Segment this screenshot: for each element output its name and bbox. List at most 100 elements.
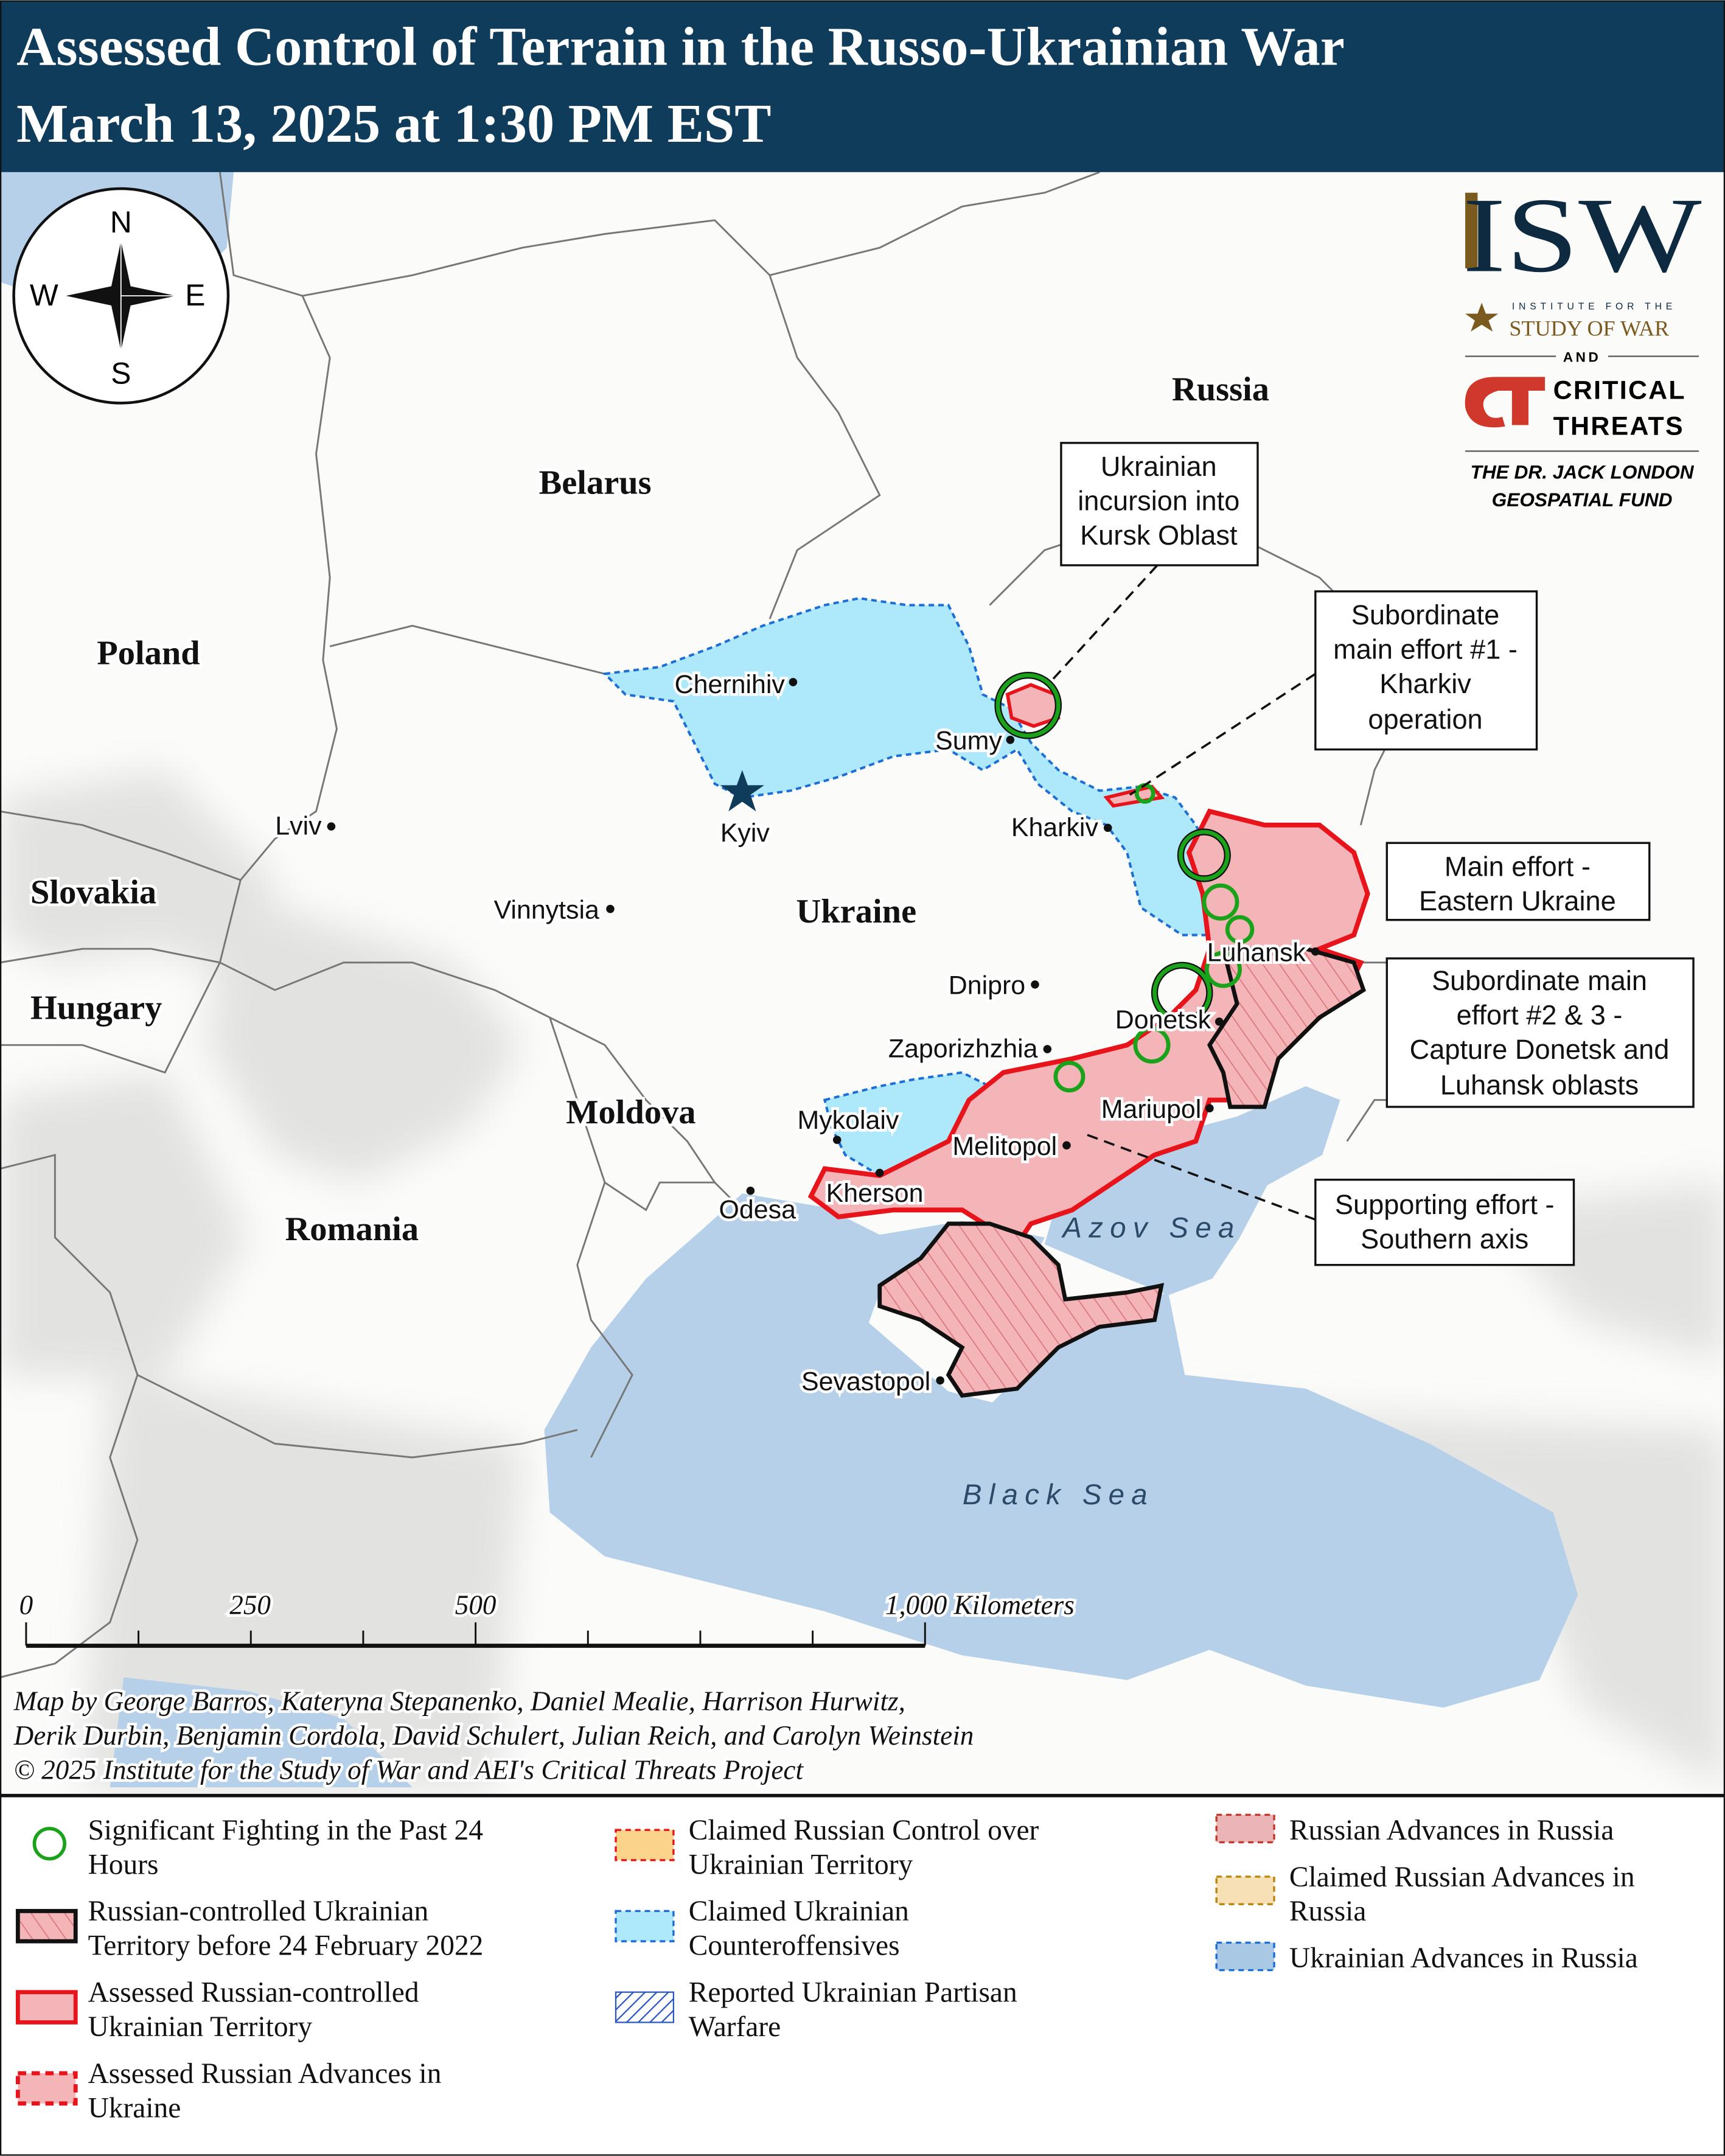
svg-text:incursion into: incursion into xyxy=(1078,486,1239,517)
svg-text:Reported Ukrainian Partisan: Reported Ukrainian Partisan xyxy=(689,1977,1017,2009)
svg-text:Ukraine: Ukraine xyxy=(88,2092,181,2124)
svg-text:operation: operation xyxy=(1368,704,1482,735)
svg-text:Subordinate main: Subordinate main xyxy=(1432,965,1647,996)
scale-label-500: 500 xyxy=(455,1589,497,1620)
svg-text:STUDY OF WAR: STUDY OF WAR xyxy=(1509,316,1670,341)
fighting-circle xyxy=(1053,1061,1086,1093)
city-label-vinnytsia: Vinnytsia xyxy=(494,895,599,924)
callout-kharkiv: Subordinate main effort #1 - Kharkiv ope… xyxy=(1314,590,1538,751)
significant-fighting-markers xyxy=(994,671,1255,1093)
svg-text:Territory before 24 February 2: Territory before 24 February 2022 xyxy=(88,1930,484,1962)
svg-text:INSTITUTE FOR THE: INSTITUTE FOR THE xyxy=(1512,302,1676,312)
sea-label-black: Black Sea xyxy=(963,1479,1154,1511)
svg-text:Assessed Russian Advances in: Assessed Russian Advances in xyxy=(88,2058,442,2090)
city-label-kherson: Kherson xyxy=(826,1179,924,1208)
svg-text:Eastern Ukraine: Eastern Ukraine xyxy=(1419,885,1616,916)
credit-line: Map by George Barros, Kateryna Stepanenk… xyxy=(13,1686,905,1717)
city-label-luhansk: Luhansk xyxy=(1207,938,1306,967)
svg-text:ISW: ISW xyxy=(1463,176,1702,295)
country-label-romania: Romania xyxy=(285,1210,419,1248)
svg-text:Russian-controlled Ukrainian: Russian-controlled Ukrainian xyxy=(88,1896,429,1927)
svg-text:Luhansk oblasts: Luhansk oblasts xyxy=(1440,1070,1639,1101)
country-label-poland: Poland xyxy=(97,635,200,672)
country-label-hungary: Hungary xyxy=(30,989,162,1027)
credit-line: Derik Durbin, Benjamin Cordola, David Sc… xyxy=(13,1720,974,1751)
legend-swatch-russian-advances-russia xyxy=(1215,1813,1275,1844)
callout-southern-axis: Supporting effort - Southern axis xyxy=(1314,1178,1575,1266)
city-label-melitopol: Melitopol xyxy=(952,1132,1057,1161)
svg-text:N: N xyxy=(110,205,132,239)
page-title: Assessed Control of Terrain in the Russo… xyxy=(16,16,1345,77)
city-label-sumy: Sumy xyxy=(935,727,1002,756)
crimea-occupied xyxy=(877,1221,1165,1398)
terrain-relief xyxy=(0,770,1725,1788)
city-label-mykolaiv: Mykolaiv xyxy=(797,1106,899,1135)
page-subtitle-date: March 13, 2025 at 1:30 PM EST xyxy=(16,92,771,154)
scale-bar xyxy=(25,1622,926,1648)
svg-text:W: W xyxy=(30,278,58,312)
black-sea xyxy=(544,1193,1578,1708)
svg-text:Claimed Ukrainian: Claimed Ukrainian xyxy=(689,1896,909,1927)
svg-text:Assessed Russian-controlled: Assessed Russian-controlled xyxy=(88,1977,419,2009)
svg-text:Ukrainian: Ukrainian xyxy=(1101,451,1217,482)
header: Assessed Control of Terrain in the Russo… xyxy=(0,0,1725,172)
svg-text:Supporting effort -: Supporting effort - xyxy=(1335,1189,1555,1220)
legend-swatch-russian-advances xyxy=(15,2071,78,2106)
city-label-lviv: Lviv xyxy=(275,812,322,841)
callout-donetsk-luhansk: Subordinate main effort #2 & 3 - Capture… xyxy=(1385,957,1695,1108)
svg-text:Hours: Hours xyxy=(88,1849,159,1880)
svg-text:Kursk Oblast: Kursk Oblast xyxy=(1080,520,1238,551)
sea-label-azov: Azov Sea xyxy=(1061,1212,1241,1244)
svg-text:THREATS: THREATS xyxy=(1553,411,1684,441)
svg-text:Capture Donetsk and: Capture Donetsk and xyxy=(1410,1034,1670,1065)
svg-text:Russia: Russia xyxy=(1289,1896,1366,1927)
azov-sea xyxy=(1044,1086,1340,1296)
fighting-circle xyxy=(1204,951,1242,988)
legend-swatch-ukrainian-advances-russia xyxy=(1215,1941,1275,1972)
svg-text:effort #2 & 3 -: effort #2 & 3 - xyxy=(1457,999,1623,1030)
svg-text:E: E xyxy=(185,278,205,312)
lower-water xyxy=(110,1677,413,1788)
scale-label-0: 0 xyxy=(19,1589,33,1620)
fighting-circle xyxy=(1133,1026,1171,1064)
kyiv-capital-star-icon xyxy=(720,770,764,812)
city-markers xyxy=(327,678,1320,1385)
legend-swatch-claimed-russian xyxy=(615,1829,675,1861)
legend-swatch-partisan xyxy=(615,1991,675,2023)
city-label-mariupol: Mariupol xyxy=(1101,1095,1202,1124)
svg-text:Southern axis: Southern axis xyxy=(1361,1224,1528,1255)
svg-text:Ukrainian Territory: Ukrainian Territory xyxy=(88,2011,313,2043)
svg-text:Warfare: Warfare xyxy=(689,2011,781,2043)
svg-text:Subordinate: Subordinate xyxy=(1351,599,1500,630)
svg-text:Kharkiv: Kharkiv xyxy=(1379,668,1471,699)
fighting-circle xyxy=(995,673,1061,738)
fighting-circle xyxy=(1152,963,1212,1023)
svg-text:main effort #1 -: main effort #1 - xyxy=(1333,634,1518,665)
country-label-russia: Russia xyxy=(1172,371,1269,408)
pre-2022-occupied-donbas xyxy=(1207,946,1366,1109)
city-label-dnipro: Dnipro xyxy=(949,971,1025,1000)
svg-text:Ukrainian Territory: Ukrainian Territory xyxy=(689,1849,913,1880)
isw-ct-logo: ISW INSTITUTE FOR THE STUDY OF WAR AND C… xyxy=(1463,176,1702,510)
compass-rose: N S E W xyxy=(12,187,230,405)
legend-swatch-pre2022 xyxy=(15,1909,78,1944)
city-label-kyiv: Kyiv xyxy=(720,818,770,848)
scale-label-250: 250 xyxy=(229,1589,271,1620)
callout-main-effort: Main effort - Eastern Ukraine xyxy=(1385,842,1651,921)
svg-text:S: S xyxy=(111,357,131,391)
country-label-belarus: Belarus xyxy=(539,464,652,501)
legend-swatch-claimed-russian-russia xyxy=(1215,1875,1275,1905)
ct-logo-mark xyxy=(1465,377,1546,428)
map-area: Russia Belarus Poland Ukraine Slovakia H… xyxy=(0,171,1725,1795)
svg-text:Ukrainian Advances in Russia: Ukrainian Advances in Russia xyxy=(1289,1942,1638,1974)
credit-line: © 2025 Institute for the Study of War an… xyxy=(14,1755,804,1785)
city-label-donetsk: Donetsk xyxy=(1115,1005,1211,1034)
legend-swatch-russian-control xyxy=(15,1990,78,2025)
svg-text:Claimed Russian Advances in: Claimed Russian Advances in xyxy=(1289,1861,1635,1893)
city-label-zaporizhzhia: Zaporizhzhia xyxy=(888,1034,1038,1064)
city-label-odesa: Odesa xyxy=(719,1195,796,1224)
svg-text:Russian Advances in Russia: Russian Advances in Russia xyxy=(1289,1815,1614,1846)
fighting-circle xyxy=(1225,915,1255,944)
svg-text:AND: AND xyxy=(1563,350,1601,365)
svg-text:Claimed Russian Control over: Claimed Russian Control over xyxy=(689,1815,1039,1846)
